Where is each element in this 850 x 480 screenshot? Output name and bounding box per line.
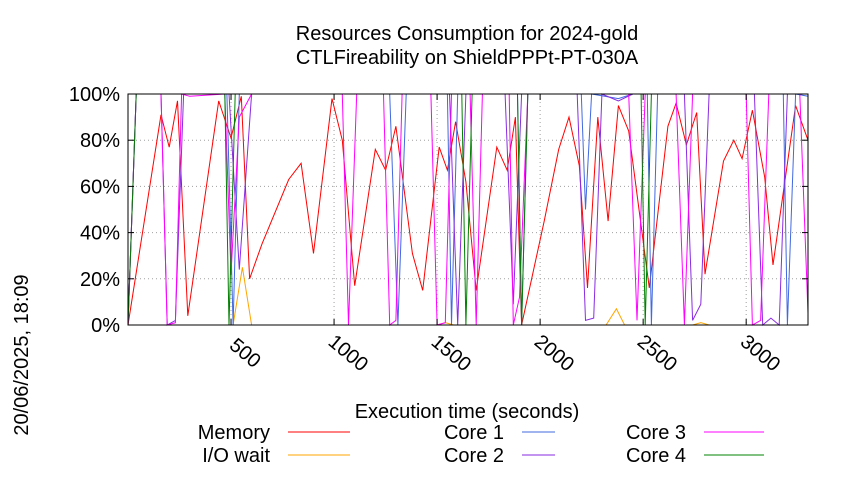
legend-label-core-1: Core 1	[444, 422, 504, 444]
y-axis: 0% 20% 40% 60% 80% 100%	[69, 84, 808, 337]
legend-label-core-4: Core 4	[626, 445, 686, 467]
x-tick-label: 1500	[427, 331, 475, 376]
x-tick-label: 3000	[736, 331, 784, 376]
y-tick-label: 60%	[80, 176, 120, 198]
legend-label-memory: Memory	[198, 422, 270, 444]
y-tick-label: 0%	[91, 315, 120, 337]
series-line-memory	[127, 96, 809, 326]
x-tick-label: 2500	[633, 331, 681, 376]
y-tick-label: 100%	[69, 84, 120, 106]
legend-label-i-o-wait: I/O wait	[202, 445, 270, 467]
x-axis: 500 1000 1500 2000 2500 3000	[225, 94, 784, 376]
chart-subtitle: CTLFireability on ShieldPPPt-PT-030A	[296, 47, 639, 69]
legend-label-core-3: Core 3	[626, 422, 686, 444]
y-tick-label: 40%	[80, 223, 120, 245]
series-line-core-3	[127, 93, 809, 326]
x-tick-label: 2000	[530, 331, 578, 376]
x-axis-label: Execution time (seconds)	[355, 401, 580, 423]
y-tick-label: 80%	[80, 130, 120, 152]
timestamp-label: 20/06/2025, 18:09	[11, 274, 33, 435]
x-tick-label: 1000	[324, 331, 372, 376]
plot-frame	[127, 93, 809, 326]
legend-label-core-2: Core 2	[444, 445, 504, 467]
x-tick-label: 500	[225, 334, 265, 372]
y-tick-label: 20%	[80, 269, 120, 291]
chart-title: Resources Consumption for 2024-gold	[296, 23, 638, 45]
series-lines	[127, 93, 809, 327]
